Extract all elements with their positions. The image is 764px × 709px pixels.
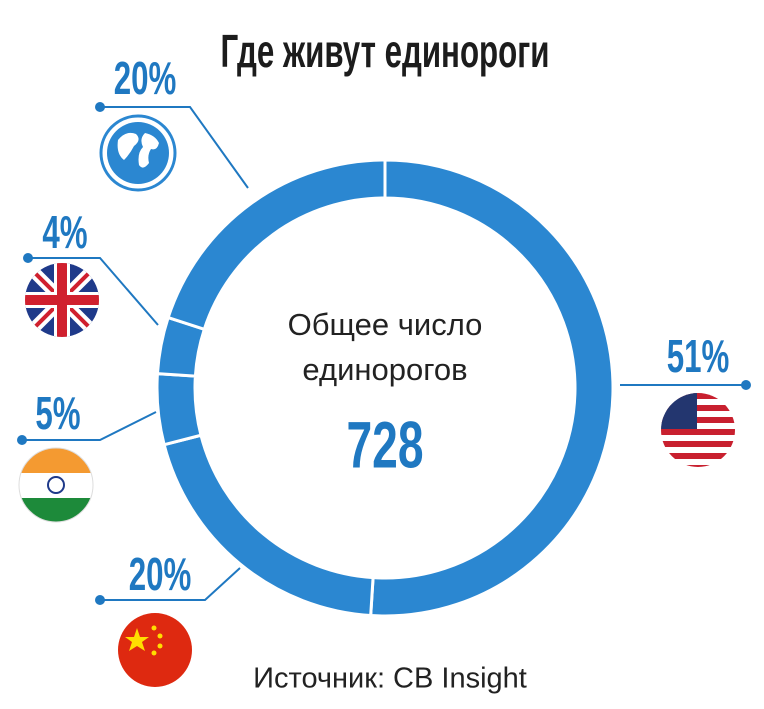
leader-line [22, 411, 157, 441]
flag-china [118, 613, 192, 687]
flag-border [18, 447, 94, 523]
flag-world [99, 114, 177, 192]
leader-dot [95, 102, 105, 112]
value-label: 20% [129, 549, 192, 600]
donut-segment [369, 158, 615, 618]
donut-segment [166, 158, 387, 332]
leader-line [100, 106, 249, 189]
value-label: 20% [114, 53, 177, 104]
value-label: 5% [35, 388, 80, 439]
center-text: единорогов [302, 352, 467, 387]
leader-line [28, 257, 159, 326]
value-label-group: 5% [35, 388, 80, 439]
title-group: Где живут единороги [220, 26, 549, 77]
leader-line [100, 567, 241, 601]
center-text: Общее число [288, 307, 483, 342]
value-label-group: 4% [42, 207, 87, 258]
donut-segment [162, 433, 375, 618]
value-label: 51% [667, 331, 730, 382]
value-label: 4% [42, 207, 87, 258]
leader-dot [741, 380, 751, 390]
leader-dot [23, 253, 33, 263]
total: 728 [346, 408, 423, 482]
value-label-group: 20% [129, 549, 192, 600]
flag-uk [25, 263, 99, 337]
leader-dot [17, 435, 27, 445]
value-label-group: 51% [667, 331, 730, 382]
flag-usa [661, 393, 735, 467]
leader-dot [95, 595, 105, 605]
value-label-group: 20% [114, 53, 177, 104]
source: Источник: CB Insight [253, 663, 527, 695]
total-group: 728 [346, 408, 423, 482]
donut-segment [155, 372, 203, 447]
chart-title: Где живут единороги [220, 26, 549, 77]
